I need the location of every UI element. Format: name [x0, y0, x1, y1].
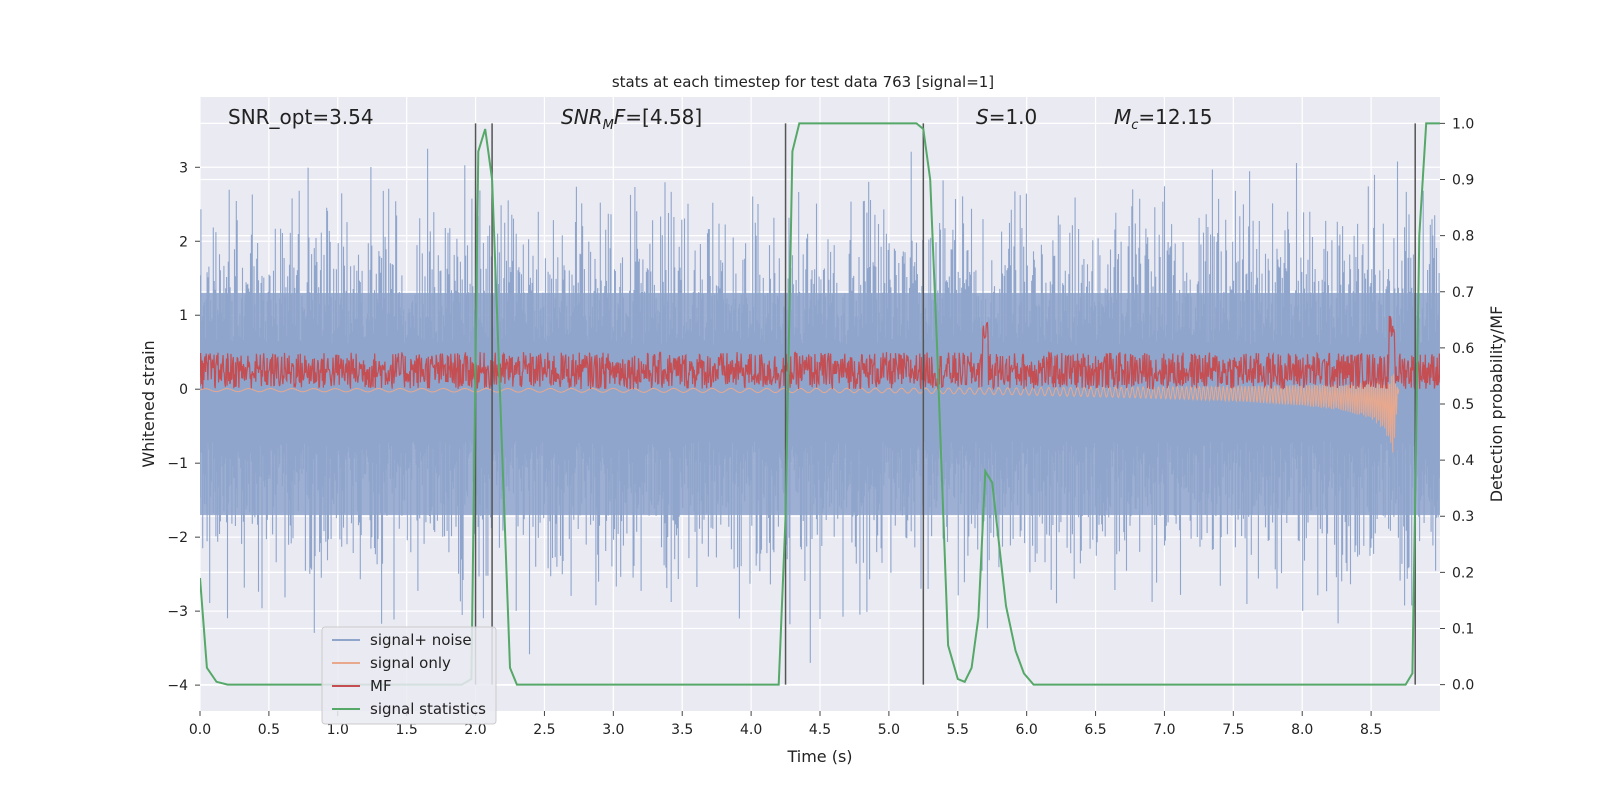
right-y-tick-label: 0.7	[1452, 285, 1474, 301]
right-y-tick-label: 0.0	[1452, 678, 1474, 694]
right-y-tick-label: 0.9	[1452, 173, 1474, 189]
left-y-tick-label: 2	[179, 234, 188, 250]
legend-label-signal-noise: signal+ noise	[370, 631, 472, 649]
x-tick-label: 8.5	[1360, 722, 1382, 738]
right-y-tick-label: 0.3	[1452, 509, 1474, 525]
x-tick-label: 0.0	[189, 722, 211, 738]
x-tick-label: 5.0	[878, 722, 900, 738]
svg-text:SNRMF=[4.58]: SNRMF=[4.58]	[561, 105, 702, 133]
left-y-tick-label: −3	[167, 604, 188, 620]
x-tick-label: 4.5	[809, 722, 831, 738]
annotation-snr-mf: SNRMF=[4.58]	[561, 105, 702, 133]
right-y-tick-label: 0.6	[1452, 341, 1474, 357]
x-tick-label: 1.5	[396, 722, 418, 738]
x-tick-label: 3.5	[671, 722, 693, 738]
series-signal-only	[200, 374, 1400, 453]
left-y-axis-ticks: −4 −3 −2 −1 0 1 2 3	[167, 160, 200, 694]
left-y-axis-label: Whitened strain	[139, 340, 158, 467]
x-tick-label: 6.5	[1084, 722, 1106, 738]
svg-text:S=1.0: S=1.0	[976, 105, 1037, 129]
x-tick-label: 3.0	[602, 722, 624, 738]
left-y-tick-label: 0	[179, 382, 188, 398]
right-y-tick-label: 0.1	[1452, 621, 1474, 637]
chart-legend: signal+ noise signal only MF signal stat…	[321, 626, 497, 725]
x-axis-label: Time (s)	[786, 747, 852, 766]
annotation-s: S=1.0	[976, 105, 1037, 129]
x-tick-label: 2.0	[464, 722, 486, 738]
svg-text:Mc=12.15: Mc=12.15	[1114, 105, 1212, 133]
left-y-tick-label: 3	[179, 160, 188, 176]
x-tick-label: 1.0	[327, 722, 349, 738]
legend-label-signal-only: signal only	[370, 654, 451, 672]
series-signal-statistics	[200, 122, 1440, 686]
annotation-mc: Mc=12.15	[1114, 105, 1212, 133]
x-tick-label: 0.5	[258, 722, 280, 738]
x-axis-ticks: 0.0 0.5 1.0 1.5 2.0 2.5 3.0 3.5 4.0 4.5 5.0 5.5 6.0 6…	[189, 711, 1382, 738]
right-y-axis-ticks: 0.0 0.1 0.2 0.3 0.4 0.5 0.6 0.7 0.8 0.9 1.0	[1440, 116, 1474, 694]
right-y-tick-label: 0.5	[1452, 397, 1474, 413]
right-y-tick-label: 0.4	[1452, 453, 1474, 469]
mf-line	[200, 315, 1440, 391]
left-y-tick-label: 1	[179, 308, 188, 324]
x-tick-label: 2.5	[533, 722, 555, 738]
x-tick-label: 6.0	[1016, 722, 1038, 738]
x-tick-label: 5.5	[947, 722, 969, 738]
x-tick-label: 7.0	[1153, 722, 1175, 738]
chart-title: stats at each timestep for test data 763…	[612, 73, 994, 91]
signal-statistics-line	[200, 122, 1440, 686]
series-signal-noise	[200, 148, 1440, 663]
series-mf	[200, 315, 1440, 391]
right-y-tick-label: 1.0	[1452, 116, 1474, 132]
left-y-tick-label: −1	[167, 456, 188, 472]
left-y-tick-label: −4	[167, 678, 188, 694]
right-y-tick-label: 0.8	[1452, 229, 1474, 245]
right-y-axis-label: Detection probability/MF	[1487, 306, 1506, 503]
legend-label-mf: MF	[370, 677, 392, 695]
x-tick-label: 8.0	[1291, 722, 1313, 738]
legend-label-signal-statistics: signal statistics	[370, 700, 486, 718]
annotation-snr-opt: SNR_opt=3.54	[228, 105, 374, 129]
right-y-tick-label: 0.2	[1452, 565, 1474, 581]
left-y-tick-label: −2	[167, 530, 188, 546]
x-tick-label: 4.0	[740, 722, 762, 738]
signal-only-line	[200, 374, 1400, 453]
x-tick-label: 7.5	[1222, 722, 1244, 738]
